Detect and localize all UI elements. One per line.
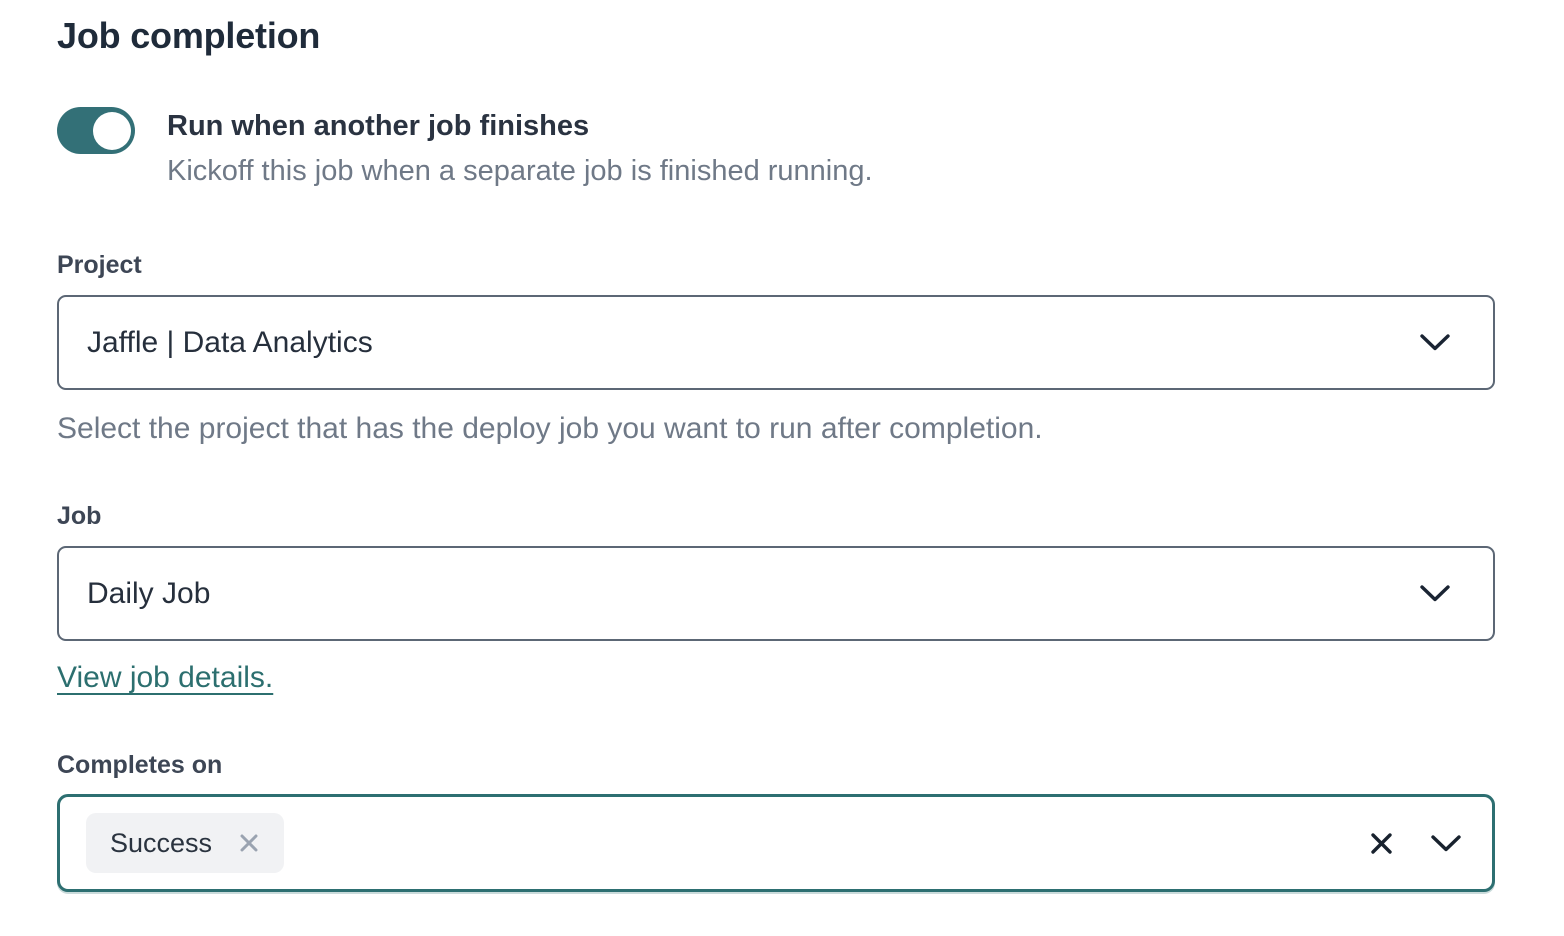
project-label: Project [57,251,142,279]
chevron-down-icon [1419,333,1451,352]
completes-on-label: Completes on [57,751,223,779]
toggle-label: Run when another job finishes [167,110,590,142]
project-select-value: Jaffle | Data Analytics [87,325,373,359]
tag-remove-x-icon[interactable] [238,832,260,854]
completes-on-multiselect[interactable]: Success [57,794,1495,892]
page-title: Job completion [57,15,321,56]
chevron-down-icon [1419,584,1451,603]
selected-tag-success: Success [86,813,285,873]
run-when-job-finishes-row: Run when another job finishes Kickoff th… [57,107,1495,188]
toggle-knob [92,111,131,150]
project-select[interactable]: Jaffle | Data Analytics [57,295,1495,390]
toggle-text-block: Run when another job finishes Kickoff th… [167,107,873,188]
project-helper-text: Select the project that has the deploy j… [57,412,1043,445]
job-select[interactable]: Daily Job [57,546,1495,641]
chevron-down-icon[interactable] [1430,834,1462,853]
toggle-description: Kickoff this job when a separate job is … [167,155,873,187]
job-label: Job [57,502,102,530]
multiselect-controls [1369,831,1462,856]
view-job-details-link[interactable]: View job details. [57,661,274,694]
clear-all-icon[interactable] [1369,831,1394,856]
run-when-job-finishes-toggle[interactable] [57,107,135,154]
tag-label: Success [110,827,213,858]
job-select-value: Daily Job [87,576,211,610]
